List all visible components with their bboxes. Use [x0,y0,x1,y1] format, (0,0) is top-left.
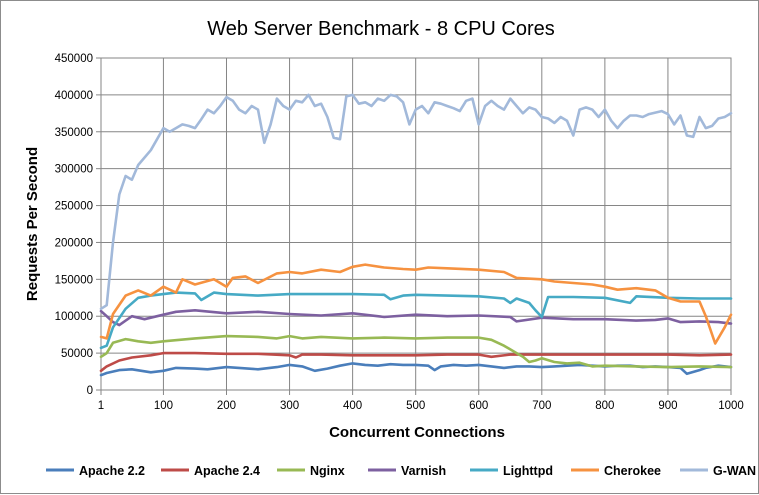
y-tick-label: 100000 [55,311,93,323]
legend-label-varnish: Varnish [401,464,446,478]
x-tick-label: 400 [343,400,362,412]
y-axis-title: Requests Per Second [24,147,41,301]
series-line-g-wan [99,93,733,311]
x-tick-label: 900 [658,400,677,412]
y-tick-label: 450000 [55,53,93,65]
x-axis-ticks: 1 100 200 300 400 500 600 700 800 900 1000 [98,390,744,412]
series-line-lighttpd [99,291,733,350]
legend-label-g-wan: G-WAN [713,464,756,478]
y-axis-ticks: 0 50000 100000 150000 200000 250000 300000 3500… [55,53,101,397]
x-tick-label: 1 [98,400,104,412]
gridlines [101,57,732,390]
x-tick-label: 500 [406,400,425,412]
y-tick-label: 300000 [55,164,93,176]
y-tick-label: 0 [87,385,93,397]
y-tick-label: 200000 [55,237,93,249]
legend-label-lighttpd: Lighttpd [503,464,553,478]
legend: Apache 2.2 Apache 2.4 Nginx Varnish Lighttpd… [46,464,756,478]
x-tick-label: 200 [217,400,236,412]
series-line-nginx [99,334,733,369]
y-tick-label: 350000 [55,127,93,139]
series-line-apache-2-4 [99,351,733,373]
y-tick-label: 150000 [55,274,93,286]
legend-label-apache-2-2: Apache 2.2 [79,464,145,478]
y-tick-label: 250000 [55,201,93,213]
x-tick-label: 1000 [718,400,744,412]
x-tick-label: 300 [280,400,299,412]
x-tick-label: 100 [154,400,173,412]
x-tick-label: 600 [469,400,488,412]
legend-label-cherokee: Cherokee [604,464,661,478]
y-tick-label: 50000 [61,348,93,360]
series-lines [99,93,733,377]
x-axis-title: Concurrent Connections [329,424,505,441]
y-tick-label: 400000 [55,90,93,102]
series-line-cherokee [99,263,733,345]
x-tick-label: 700 [532,400,551,412]
legend-label-apache-2-4: Apache 2.4 [194,464,260,478]
x-tick-label: 800 [595,400,614,412]
chart-title: Web Server Benchmark - 8 CPU Cores [207,18,555,40]
series-line-varnish [99,308,733,327]
legend-label-nginx: Nginx [310,464,345,478]
